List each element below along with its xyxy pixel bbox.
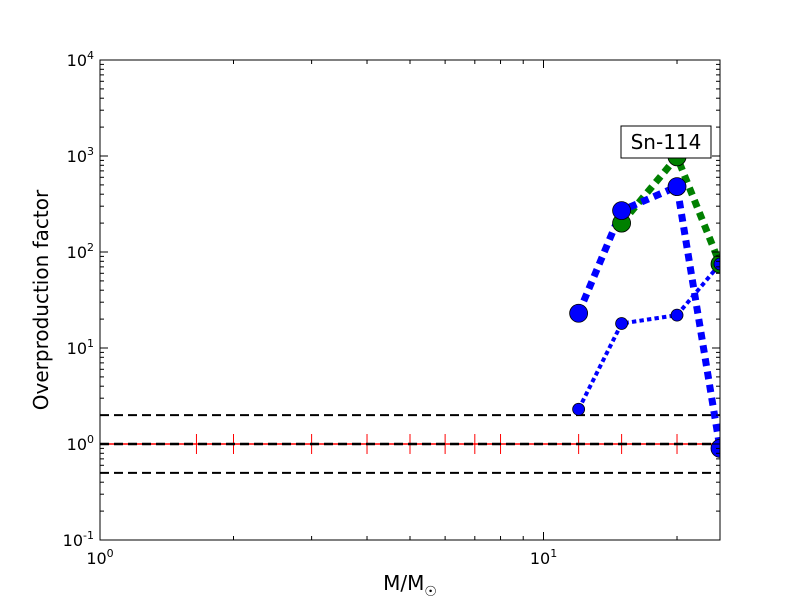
red-reference-line bbox=[100, 434, 720, 454]
x-tick-label: 101 bbox=[530, 547, 557, 568]
x-axis-label: M/M☉ bbox=[383, 571, 437, 600]
y-tick-label: 102 bbox=[67, 241, 94, 262]
x-tick-label: 100 bbox=[86, 547, 113, 568]
annotation-box: Sn-114 bbox=[620, 125, 712, 159]
y-axis-label: Overproduction factor bbox=[29, 189, 53, 410]
series-2-point bbox=[667, 177, 687, 197]
series-2-point bbox=[612, 201, 632, 220]
series-line-2 bbox=[575, 181, 720, 449]
annotation-label: Sn-114 bbox=[631, 130, 702, 154]
plot-area bbox=[100, 60, 720, 540]
annotation-frame bbox=[620, 125, 712, 159]
series-3-point bbox=[615, 317, 629, 330]
y-tick-label: 101 bbox=[67, 337, 94, 358]
plot-frame bbox=[99, 59, 721, 541]
y-tick-label: 103 bbox=[67, 145, 94, 166]
series-3-point bbox=[572, 402, 586, 416]
y-tick-label: 10-1 bbox=[63, 529, 94, 550]
series-line-3 bbox=[576, 262, 720, 411]
series-3-point bbox=[670, 308, 684, 322]
y-tick-label: 100 bbox=[67, 433, 94, 454]
y-tick-label: 104 bbox=[67, 49, 94, 70]
series-2-point bbox=[569, 303, 589, 323]
